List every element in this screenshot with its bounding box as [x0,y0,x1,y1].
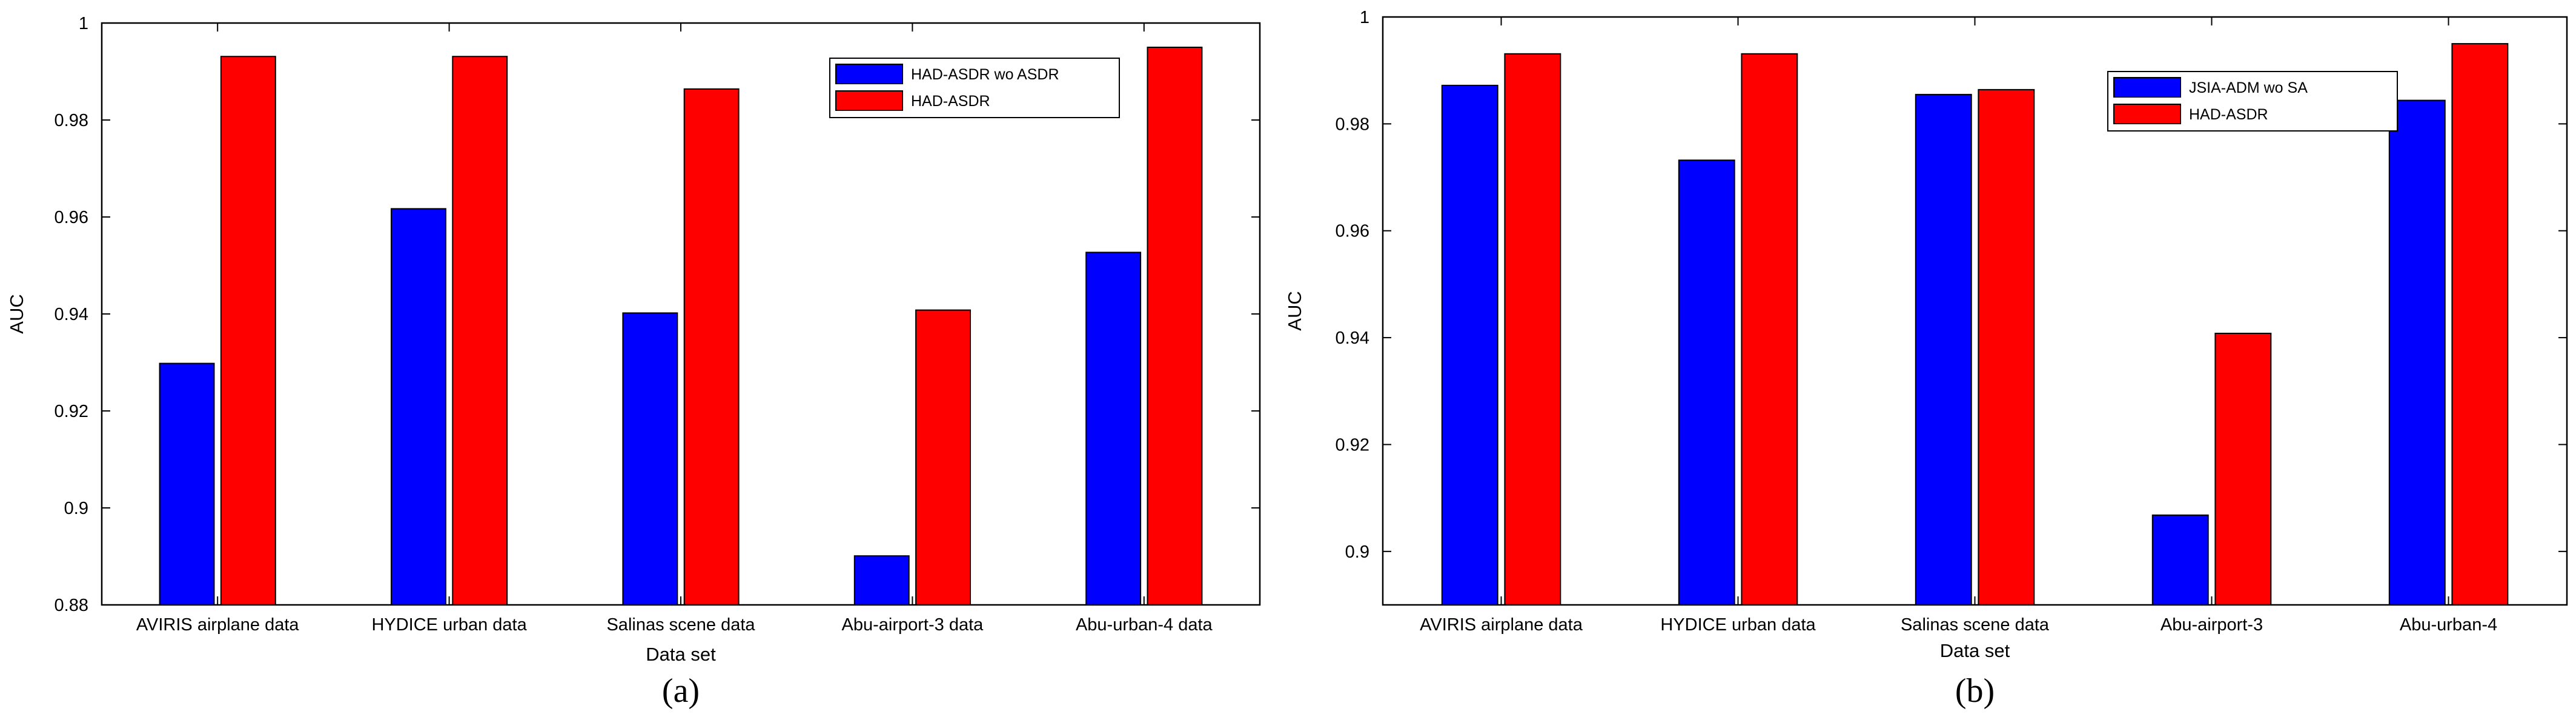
panel-label: (a) [662,672,700,710]
bar-red-3 [915,309,971,605]
bar-red-0 [1504,53,1561,606]
x-tick-label: AVIRIS airplane data [136,615,300,635]
x-tick-label: Abu-airport-3 [2160,615,2263,635]
bar-blue-2 [1915,93,1972,605]
bar-red-4 [1147,47,1203,605]
y-tick-label: 1 [1360,8,1369,27]
y-tick-label: 0.92 [55,402,88,421]
y-tick-label: 0.98 [55,111,88,130]
panel-label: (b) [1955,672,1995,710]
y-axis-label: AUC [1284,291,1305,330]
y-tick-label: 0.96 [55,208,88,227]
legend-entry-label: HAD-ASDR [911,93,990,110]
bar-blue-2 [622,312,678,606]
y-tick-label: 0.94 [1336,328,1369,348]
bar-blue-1 [391,208,446,605]
y-tick-label: 0.96 [1336,222,1369,241]
bar-blue-3 [853,555,910,606]
x-tick-label: Abu-airport-3 data [842,615,984,635]
bar-red-1 [452,56,508,605]
y-tick-label: 0.9 [1345,542,1369,562]
y-tick-label: 0.88 [55,596,88,615]
bar-red-4 [2451,43,2509,606]
legend-swatch-red [835,90,903,111]
x-tick-label: Abu-urban-4 [2400,615,2497,635]
legend-swatch-blue [835,64,903,84]
y-tick-label: 0.92 [1336,435,1369,455]
bar-blue-4 [1085,252,1142,605]
bar-blue-0 [1441,84,1498,605]
y-axis-label: AUC [6,294,27,333]
x-tick-label: Abu-urban-4 data [1076,615,1213,635]
legend-swatch-red [2113,104,2181,124]
legend-entry-label: HAD-ASDR [2189,106,2268,123]
bar-blue-3 [2151,514,2209,606]
x-tick-label: HYDICE urban data [1660,615,1816,635]
legend: JSIA-ADM wo SA HAD-ASDR [2107,71,2398,132]
x-axis-label: Data set [646,644,716,665]
bar-red-2 [1978,88,2035,605]
legend-entry-label: HAD-ASDR wo ASDR [911,66,1059,83]
bar-red-0 [220,56,276,605]
bar-red-2 [683,88,740,606]
y-tick-label: 1 [79,14,88,33]
x-axis-label: Data set [1940,640,2010,661]
x-tick-label: Salinas scene data [1901,615,2050,635]
bar-blue-1 [1678,159,1735,605]
bar-blue-0 [159,362,215,605]
chart-panel-b: 0.9 0.92 0.94 0.96 0.98 1 AVIRIS airplane data… [1284,8,2568,710]
bar-red-1 [1741,53,1798,606]
x-tick-label: AVIRIS airplane data [1420,615,1583,635]
legend-entry-label: JSIA-ADM wo SA [2189,79,2308,96]
y-tick-label: 0.98 [1336,115,1369,134]
y-tick-label: 0.9 [64,499,88,518]
y-tick-label: 0.94 [55,305,88,324]
bar-red-3 [2214,333,2272,605]
legend-swatch-blue [2113,77,2181,98]
chart-panel-a: 0.88 0.9 0.92 0.94 0.96 0.98 1 AVIRIS airplane … [6,14,1261,710]
x-tick-label: HYDICE urban data [371,615,527,635]
legend: HAD-ASDR wo ASDR HAD-ASDR [829,58,1120,118]
bar-blue-4 [2388,99,2446,606]
x-tick-label: Salinas scene data [606,615,755,635]
